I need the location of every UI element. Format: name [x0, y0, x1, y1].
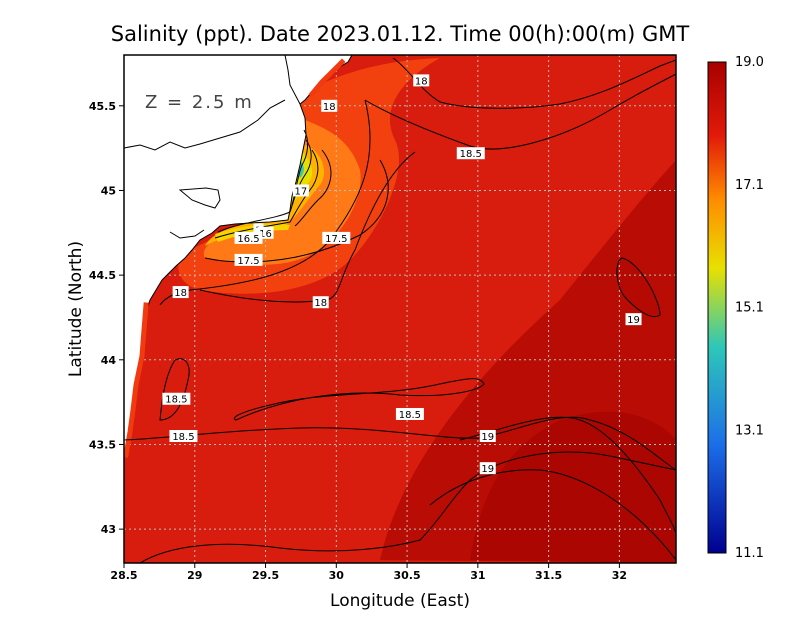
y-tick-label: 45.5 — [89, 100, 116, 113]
contour-19-south-b — [429, 469, 676, 561]
plot-frame — [123, 54, 677, 564]
y-tick-label: 45 — [101, 184, 116, 197]
contour-18-shelf — [199, 151, 416, 303]
contour-label-text: 17.5 — [325, 234, 347, 245]
y-tick-label: 44.5 — [89, 269, 116, 282]
contour-label-text: 16.5 — [237, 234, 259, 245]
colorbar-ticks: 19.0 17.1 15.1 13.1 11.1 — [735, 55, 764, 561]
colorbar-tick-label: 17.1 — [735, 178, 764, 193]
contour-18-5-bottom — [139, 451, 676, 563]
contour-label: 18.5 — [169, 430, 198, 443]
contour-label-text: 18.5 — [165, 395, 187, 406]
x-tick-label: 30.5 — [394, 569, 421, 582]
coast-edge-blocky — [124, 58, 346, 458]
contour-label: 19 — [479, 430, 496, 443]
contour-label: 17 — [292, 184, 309, 197]
contour-label: 18.5 — [456, 147, 485, 160]
contour-19-south-a — [459, 416, 676, 536]
contour-18-5 — [364, 73, 676, 150]
very-high-salinity-region — [470, 411, 676, 563]
y-tick-label: 43.5 — [89, 438, 116, 451]
contour-label-text: 18 — [314, 298, 327, 309]
contour-label-text: 18 — [323, 102, 336, 113]
colorbar-tick-label: 15.1 — [735, 301, 764, 316]
contour-label-box — [413, 74, 430, 87]
contour-label-text: 18 — [415, 76, 428, 87]
contour-label-box — [292, 184, 309, 197]
high-salinity-patch — [616, 258, 660, 317]
contour-label-box — [321, 99, 338, 112]
contour-label: 17.5 — [234, 253, 263, 267]
x-axis-ticks: 28.5 29 29.5 30 30.5 31 31.5 32 — [110, 563, 627, 582]
contour-label: 18.5 — [395, 407, 424, 421]
contour-lines — [124, 57, 676, 563]
contour-label-text: 18 — [174, 288, 187, 299]
contour-label: 18.5 — [162, 392, 191, 406]
contour-label-box — [456, 147, 485, 160]
contour-18-5-south — [124, 416, 676, 471]
contour-label: 17.5 — [322, 231, 351, 245]
contour-label: 18 — [413, 74, 430, 87]
contour-19-east — [616, 257, 661, 318]
colorbar-tick-label: 13.1 — [735, 423, 764, 438]
contour-label-box — [625, 313, 642, 326]
contour-17-5 — [204, 159, 389, 263]
contour-label-box — [172, 286, 189, 299]
contour-18-5-mid — [234, 378, 485, 421]
chart-title: Salinity (ppt). Date 2023.01.12. Time 00… — [111, 22, 690, 46]
contour-label-box — [162, 392, 191, 405]
contour-18-5-west — [159, 358, 190, 421]
contour-label-box — [479, 430, 496, 442]
y-axis-label: Latitude (North) — [66, 241, 86, 377]
contour-label-box — [312, 296, 329, 309]
x-tick-label: 28.5 — [110, 569, 137, 582]
x-axis-label: Longitude (East) — [330, 591, 470, 611]
contour-label-text: 18.5 — [172, 432, 194, 443]
x-tick-label: 29.5 — [252, 569, 279, 582]
contour-label: 18 — [172, 286, 189, 299]
contour-label: 16.5 — [234, 231, 263, 245]
contour-label-text: 19 — [481, 432, 494, 443]
contour-label-text: 16 — [259, 229, 272, 240]
contour-label-box — [234, 253, 263, 266]
contour-label-box — [479, 462, 496, 475]
y-tick-label: 43 — [101, 523, 116, 536]
contour-17 — [294, 149, 332, 227]
coast-detail — [124, 55, 301, 239]
y-tick-label: 44 — [101, 354, 117, 367]
contour-label: 18 — [312, 296, 329, 309]
contour-label: 18 — [321, 99, 338, 113]
plot-area — [124, 55, 676, 563]
contour-label-text: 18.5 — [460, 149, 482, 160]
colorbar-tick-label: 11.1 — [735, 546, 764, 561]
contour-label-box — [322, 231, 351, 244]
contour-label-text: 17.5 — [237, 256, 259, 267]
contour-16-5 — [214, 149, 319, 239]
contour-label-box — [395, 407, 424, 420]
depth-label: Z = 2.5 m — [145, 92, 254, 113]
contour-label: 19 — [625, 313, 642, 326]
contour-label-text: 19 — [481, 464, 494, 475]
y-axis-ticks: 43 43.5 44 44.5 45 45.5 — [89, 100, 124, 536]
x-tick-label: 29 — [187, 569, 202, 582]
contour-label-box — [234, 231, 263, 244]
x-tick-label: 31.5 — [535, 569, 562, 582]
contour-label-text: 18.5 — [399, 410, 421, 421]
x-tick-label: 31 — [470, 569, 485, 582]
contour-label-box — [169, 430, 198, 442]
colorbar-tick-label: 19.0 — [735, 55, 764, 70]
x-tick-label: 30 — [329, 569, 345, 582]
contour-label-text: 19 — [627, 315, 640, 326]
contour-labels: 181818.51711616.517.517.518181918.518.51… — [162, 74, 642, 475]
colorbar — [707, 61, 727, 554]
contour-label-text: 17 — [295, 186, 308, 197]
contour-label: 19 — [479, 462, 496, 475]
x-tick-label: 32 — [612, 569, 627, 582]
